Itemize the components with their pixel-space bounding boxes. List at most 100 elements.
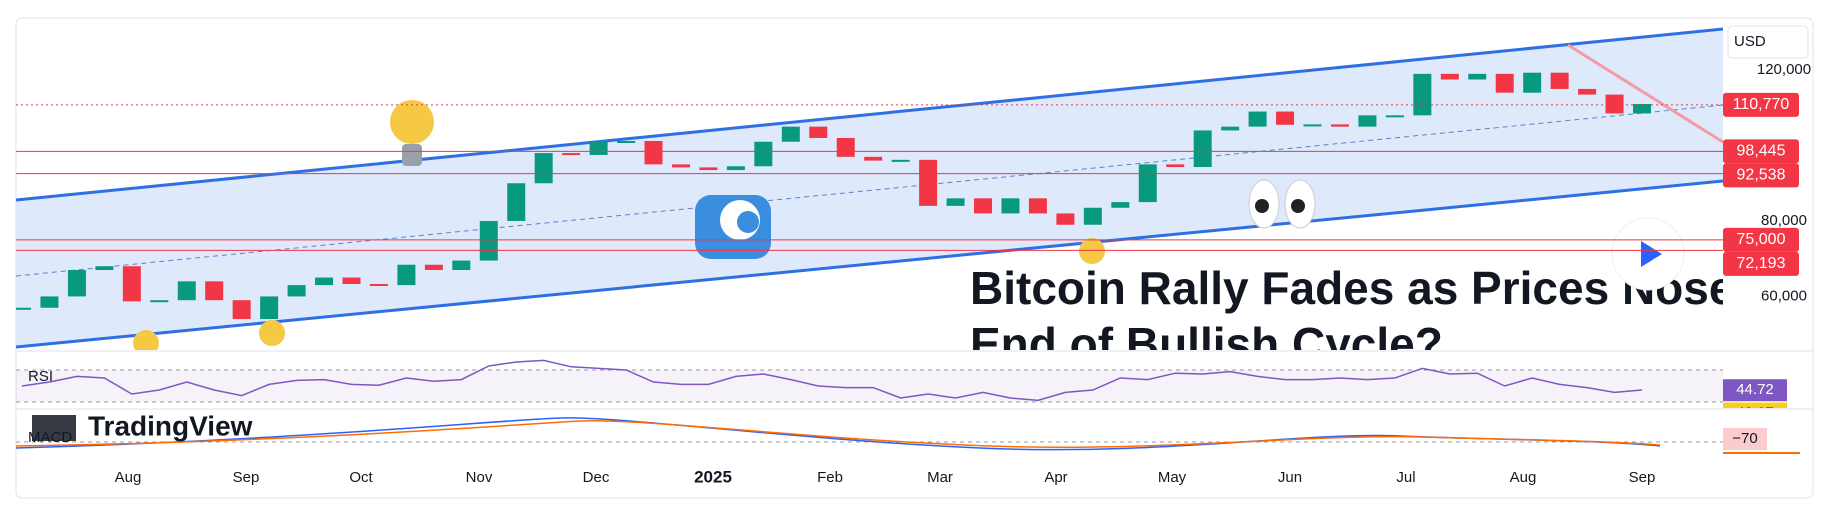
play-icon <box>1641 241 1662 267</box>
x-tick-label: Jul <box>1396 469 1415 486</box>
candle <box>1028 198 1047 214</box>
candle <box>1550 72 1569 89</box>
candle <box>315 277 334 286</box>
rsi-band <box>16 370 1723 402</box>
bulb-icon <box>390 100 434 144</box>
candle <box>699 167 718 171</box>
candle <box>232 300 251 320</box>
candle <box>479 220 498 261</box>
rsi-badge <box>1723 402 1787 408</box>
candle <box>205 281 224 301</box>
candle <box>1633 104 1651 114</box>
signal-line <box>15 419 1661 448</box>
headline: End of Bullish Cycle? <box>970 318 1443 370</box>
level-label: 72,193 <box>1737 255 1786 272</box>
channel-upper <box>16 27 1723 202</box>
level-label: 92,538 <box>1737 167 1786 184</box>
rsi-value: 44.72 <box>1736 381 1774 398</box>
level-label: 75,000 <box>1737 231 1786 248</box>
candle <box>40 296 59 308</box>
candle <box>1138 164 1157 203</box>
candle <box>150 300 169 303</box>
candle <box>1358 115 1377 127</box>
x-tick-label: Mar <box>927 469 953 486</box>
face-icon <box>133 330 159 350</box>
candle <box>507 183 526 221</box>
rsi-label: RSI <box>28 368 53 385</box>
x-tick-label: Nov <box>466 469 493 486</box>
y-tick-label: 80,000 <box>1761 212 1807 229</box>
candle <box>424 264 443 271</box>
candle <box>671 164 690 168</box>
candle <box>562 153 581 156</box>
candle <box>122 266 141 302</box>
candle <box>67 270 86 297</box>
candle <box>1166 164 1185 168</box>
x-tick-label: Dec <box>583 469 610 486</box>
macd-value: −70 <box>1732 430 1757 447</box>
y-tick-label: 60,000 <box>1761 287 1807 304</box>
x-tick-label: 2025 <box>694 467 732 486</box>
candle <box>1221 126 1240 131</box>
x-tick-label: Feb <box>817 469 843 486</box>
candle <box>891 159 910 162</box>
candle <box>95 266 114 271</box>
candle <box>781 126 800 142</box>
candle <box>836 137 855 157</box>
rsi-pane: 44.72 43.07 <box>21 359 1787 408</box>
candle <box>16 307 31 310</box>
level-badge <box>1723 139 1799 164</box>
y-tick-label: 120,000 <box>1757 61 1811 78</box>
candle <box>1605 94 1624 114</box>
brand: TradingView <box>88 410 253 441</box>
channel-mid <box>16 104 1723 277</box>
level-label: 110,770 <box>1733 96 1790 113</box>
candle <box>946 198 965 206</box>
currency-box[interactable] <box>1727 25 1809 59</box>
x-tick-label: Sep <box>1629 469 1656 486</box>
candle <box>534 153 553 184</box>
candle <box>397 264 416 286</box>
candle <box>1330 124 1349 127</box>
candle <box>1495 73 1514 93</box>
level-label: 98,445 <box>1737 143 1786 160</box>
candle <box>974 198 993 214</box>
x-tick-label: Aug <box>1510 469 1537 486</box>
x-tick-label: Jun <box>1278 469 1302 486</box>
candle <box>644 140 663 165</box>
x-tick-label: Sep <box>233 469 260 486</box>
x-tick-label: Oct <box>349 469 373 486</box>
candle <box>589 141 608 155</box>
candle <box>369 283 388 286</box>
candle <box>1578 88 1597 95</box>
face-icon <box>259 320 285 346</box>
candle <box>1248 111 1267 127</box>
wave-curl-in <box>737 211 759 233</box>
face-icon <box>1079 238 1105 264</box>
level-badge <box>1723 251 1799 276</box>
rsi-badge <box>1723 379 1787 402</box>
level-badge <box>1723 227 1799 252</box>
candle <box>260 296 279 320</box>
macd-badge <box>1723 428 1767 450</box>
candle <box>1413 73 1432 116</box>
x-tick-label: Aug <box>115 469 142 486</box>
candle <box>1193 130 1212 168</box>
candle <box>1385 115 1404 118</box>
level-badge <box>1723 92 1799 117</box>
candle <box>177 281 196 301</box>
candle <box>1001 198 1020 214</box>
x-tick-label: Apr <box>1044 469 1067 486</box>
candle <box>1111 202 1130 208</box>
x-tick-label: May <box>1158 469 1187 486</box>
headline: Bitcoin Rally Fades as Prices Nose <box>970 262 1734 314</box>
trend-line <box>1567 43 1723 144</box>
rsi-line <box>21 359 1643 402</box>
candle <box>1440 73 1459 80</box>
logo-mark <box>32 415 76 441</box>
candle <box>864 156 883 161</box>
level-badge <box>1723 163 1799 188</box>
candle <box>1303 124 1322 127</box>
candle <box>1276 111 1295 125</box>
